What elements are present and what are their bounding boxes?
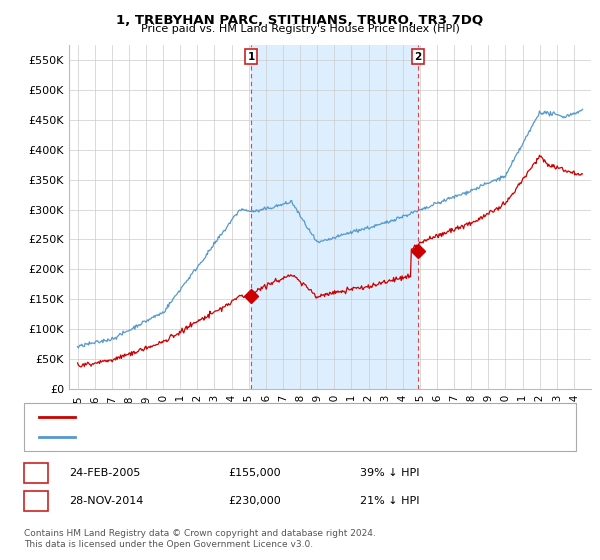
Text: HPI: Average price, detached house, Cornwall: HPI: Average price, detached house, Corn… bbox=[81, 432, 319, 442]
Text: 39% ↓ HPI: 39% ↓ HPI bbox=[360, 468, 419, 478]
Text: 2: 2 bbox=[32, 496, 40, 506]
Text: 1: 1 bbox=[247, 52, 255, 62]
Text: £155,000: £155,000 bbox=[228, 468, 281, 478]
Text: 21% ↓ HPI: 21% ↓ HPI bbox=[360, 496, 419, 506]
Text: Price paid vs. HM Land Registry's House Price Index (HPI): Price paid vs. HM Land Registry's House … bbox=[140, 24, 460, 34]
Text: 1, TREBYHAN PARC, STITHIANS, TRURO, TR3 7DQ: 1, TREBYHAN PARC, STITHIANS, TRURO, TR3 … bbox=[116, 14, 484, 27]
Text: 24-FEB-2005: 24-FEB-2005 bbox=[69, 468, 140, 478]
Text: 1, TREBYHAN PARC, STITHIANS, TRURO, TR3 7DQ (detached house): 1, TREBYHAN PARC, STITHIANS, TRURO, TR3 … bbox=[81, 412, 431, 422]
Bar bbox=[251, 45, 418, 389]
Text: Contains HM Land Registry data © Crown copyright and database right 2024.
This d: Contains HM Land Registry data © Crown c… bbox=[24, 529, 376, 549]
Text: 1: 1 bbox=[32, 468, 40, 478]
Text: 2: 2 bbox=[415, 52, 422, 62]
Text: £230,000: £230,000 bbox=[228, 496, 281, 506]
Text: 28-NOV-2014: 28-NOV-2014 bbox=[69, 496, 143, 506]
